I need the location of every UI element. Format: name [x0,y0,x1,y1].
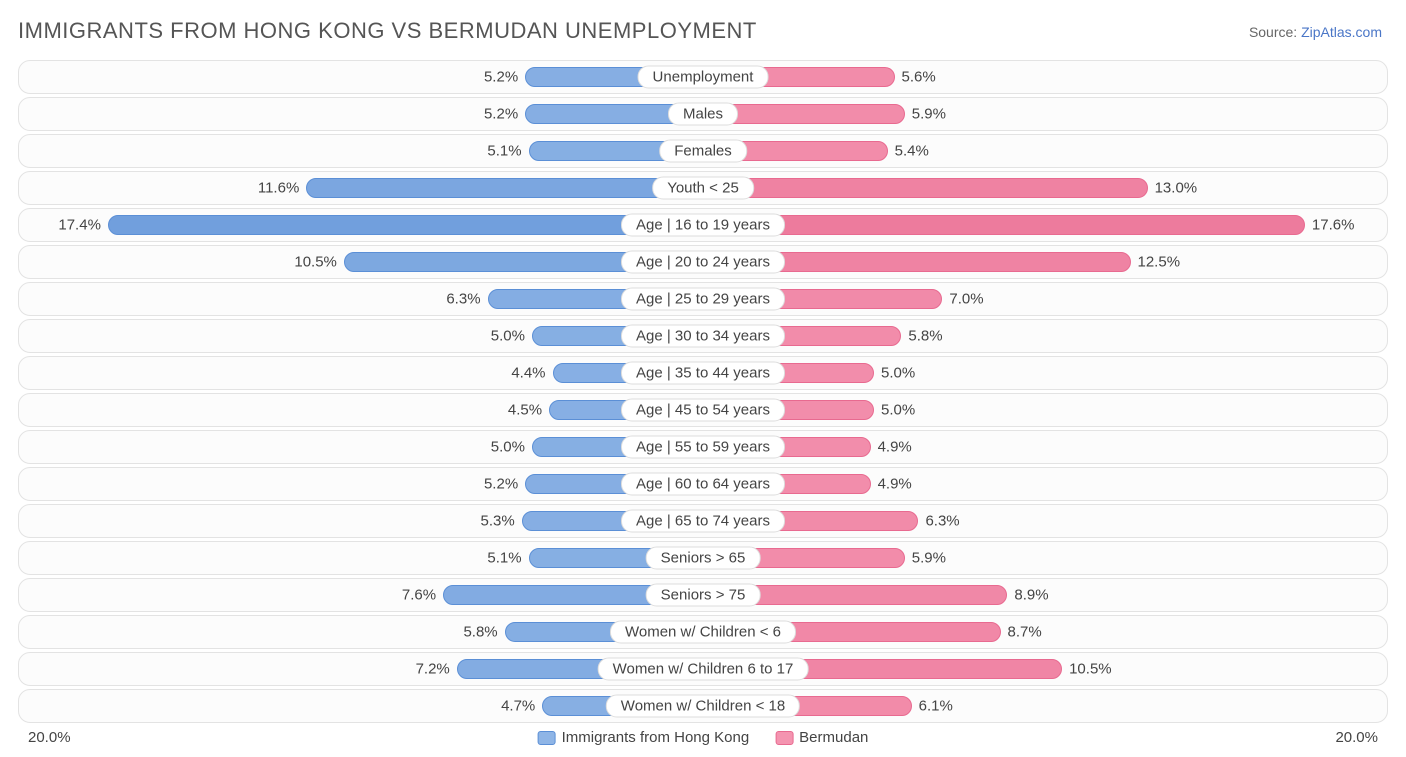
diverging-bar-chart: 5.2% 5.6% Unemployment 5.2% 5.9% Males 5.1% 5.4… [18,60,1388,751]
legend-swatch-left [538,731,556,745]
bar-right-value: 8.9% [1006,587,1048,604]
legend-label-left: Immigrants from Hong Kong [562,729,750,746]
chart-row: 11.6%13.0%Youth < 25 [18,171,1388,205]
legend-item-left: Immigrants from Hong Kong [538,729,750,746]
chart-row: 5.0% 4.9% Age | 55 to 59 years [18,430,1388,464]
category-label: Youth < 25 [652,177,754,200]
bar-left-value: 5.2% [484,476,526,493]
bar-left-value: 11.6% [258,180,307,197]
bar-left-value: 5.8% [463,624,505,641]
bar-left-value: 5.3% [481,513,523,530]
category-label: Age | 65 to 74 years [621,510,785,533]
category-label: Age | 16 to 19 years [621,214,785,237]
bar-left-value: 4.5% [508,402,550,419]
category-label: Seniors > 75 [646,584,761,607]
axis-tick-left: 20.0% [28,729,71,746]
bar-right-value: 7.0% [941,291,983,308]
bar-left-value: 6.3% [446,291,488,308]
bar-right-value: 5.6% [894,69,936,86]
axis-tick-right: 20.0% [1335,729,1378,746]
bar-right-value: 17.6% [1304,217,1355,234]
legend-swatch-right [775,731,793,745]
bar-left: 17.4% [108,215,703,235]
bar-left-value: 5.0% [491,439,533,456]
bar-left-value: 10.5% [294,254,345,271]
bar-right-value: 10.5% [1061,661,1112,678]
category-label: Age | 55 to 59 years [621,436,785,459]
bar-right-value: 6.3% [917,513,959,530]
bar-left-value: 5.2% [484,106,526,123]
chart-row: 5.3% 6.3% Age | 65 to 74 years [18,504,1388,538]
legend-label-right: Bermudan [799,729,868,746]
legend-item-right: Bermudan [775,729,868,746]
category-label: Age | 45 to 54 years [621,399,785,422]
chart-row: 5.1% 5.4% Females [18,134,1388,168]
bar-right-value: 5.9% [904,550,946,567]
bar-right: 13.0% [703,178,1148,198]
bar-right-value: 5.0% [873,402,915,419]
bar-left-value: 7.6% [402,587,444,604]
chart-row: 7.6% 8.9% Seniors > 75 [18,578,1388,612]
chart-row: 5.2% 5.9% Males [18,97,1388,131]
bar-right-value: 4.9% [870,439,912,456]
bar-right-value: 13.0% [1147,180,1198,197]
bar-left-value: 7.2% [416,661,458,678]
bar-right-value: 5.8% [900,328,942,345]
bar-left-value: 5.1% [487,550,529,567]
bar-right-value: 5.4% [887,143,929,160]
chart-row: 6.3% 7.0% Age | 25 to 29 years [18,282,1388,316]
bar-left-value: 5.0% [491,328,533,345]
bar-right-value: 6.1% [911,698,953,715]
category-label: Males [668,103,738,126]
category-label: Age | 20 to 24 years [621,251,785,274]
bar-left: 11.6% [306,178,703,198]
category-label: Age | 60 to 64 years [621,473,785,496]
bar-right: 17.6% [703,215,1305,235]
chart-row: 5.1% 5.9% Seniors > 65 [18,541,1388,575]
chart-row: 5.0% 5.8% Age | 30 to 34 years [18,319,1388,353]
chart-row: 7.2% 10.5% Women w/ Children 6 to 17 [18,652,1388,686]
chart-row: 17.4%17.6%Age | 16 to 19 years [18,208,1388,242]
chart-row: 4.7% 6.1% Women w/ Children < 18 [18,689,1388,723]
chart-row: 5.2% 4.9% Age | 60 to 64 years [18,467,1388,501]
category-label: Age | 25 to 29 years [621,288,785,311]
bar-left-value: 5.1% [487,143,529,160]
legend: Immigrants from Hong Kong Bermudan [538,729,869,746]
source-label: Source: [1249,24,1297,40]
bar-right-value: 12.5% [1130,254,1181,271]
bar-left-value: 17.4% [58,217,109,234]
chart-row: 5.2% 5.6% Unemployment [18,60,1388,94]
category-label: Age | 30 to 34 years [621,325,785,348]
bar-left-value: 5.2% [484,69,526,86]
bar-left-value: 4.7% [501,698,543,715]
source-link[interactable]: ZipAtlas.com [1301,24,1382,40]
source-attribution: Source: ZipAtlas.com [1249,24,1382,40]
bar-right-value: 5.0% [873,365,915,382]
page-title: IMMIGRANTS FROM HONG KONG VS BERMUDAN UN… [0,0,1406,44]
bar-right-value: 8.7% [1000,624,1042,641]
chart-row: 5.8% 8.7% Women w/ Children < 6 [18,615,1388,649]
category-label: Unemployment [638,66,769,89]
chart-row: 4.5% 5.0% Age | 45 to 54 years [18,393,1388,427]
bar-right-value: 4.9% [870,476,912,493]
category-label: Women w/ Children 6 to 17 [598,658,809,681]
bar-right-value: 5.9% [904,106,946,123]
category-label: Age | 35 to 44 years [621,362,785,385]
chart-row: 4.4% 5.0% Age | 35 to 44 years [18,356,1388,390]
axis: 20.0% 20.0% Immigrants from Hong Kong Bermu… [18,729,1388,751]
category-label: Women w/ Children < 18 [606,695,800,718]
category-label: Women w/ Children < 6 [610,621,796,644]
chart-row: 10.5% 12.5% Age | 20 to 24 years [18,245,1388,279]
category-label: Females [659,140,747,163]
bar-left-value: 4.4% [511,365,553,382]
category-label: Seniors > 65 [646,547,761,570]
